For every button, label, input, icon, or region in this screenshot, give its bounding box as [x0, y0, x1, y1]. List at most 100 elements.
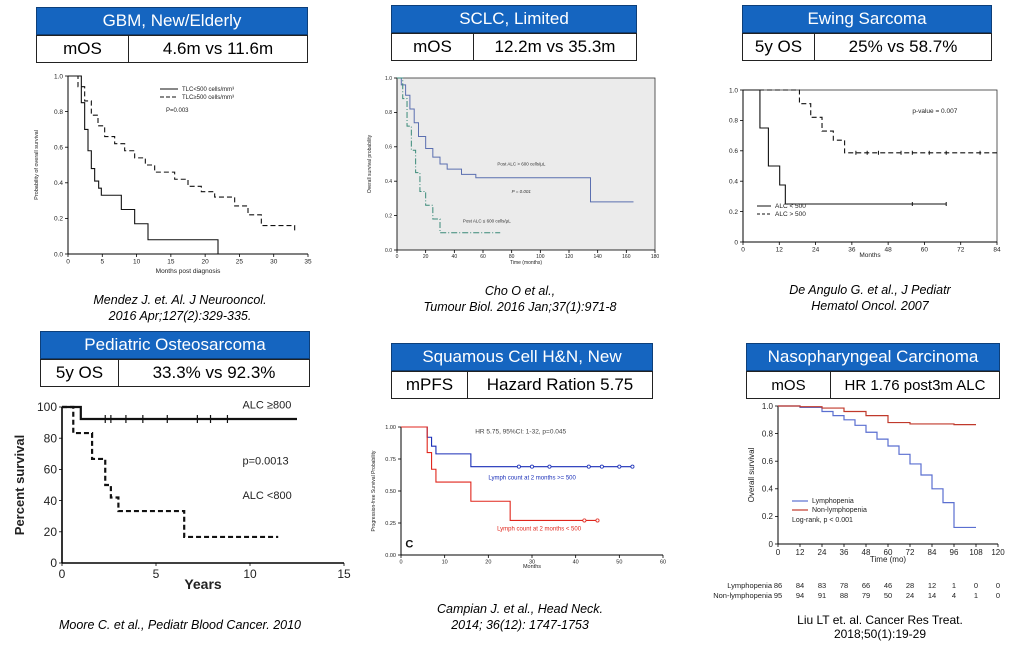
risk-cell: 79	[862, 591, 870, 600]
x-tick-label: 50	[616, 560, 622, 566]
km-chart-hn: 0 10 20 30 40 50 60 0.00 0.25 0.50 0.75 1.00 Months P…	[371, 425, 666, 570]
series-annotation: ALC <800	[242, 490, 291, 502]
risk-cell: 50	[884, 591, 892, 600]
legend-label: ALC < 500	[775, 203, 806, 210]
risk-cell: 1	[952, 581, 956, 590]
x-axis-label: Time (months)	[510, 260, 542, 266]
risk-cell: 86	[774, 581, 782, 590]
citation-line: 2016 Apr;127(2):329-335.	[108, 309, 252, 323]
series-line-2	[401, 426, 598, 521]
y-tick-label: 1.0	[729, 87, 738, 94]
risk-cell: 24	[906, 591, 914, 600]
series-annotation: Lymph count at 2 months < 500	[497, 527, 582, 533]
citation: Mendez J. et. Al. J Neurooncol. 2016 Apr…	[30, 292, 330, 324]
series-line-2	[62, 405, 279, 539]
series-line-2	[778, 405, 976, 426]
x-tick-label: 84	[993, 247, 1001, 254]
metric-label: mOS	[747, 372, 831, 398]
risk-cell: 84	[796, 581, 804, 590]
y-tick-label: 0	[769, 540, 774, 549]
x-tick-label: 120	[565, 254, 574, 260]
x-tick-label: 15	[337, 567, 351, 581]
p-value-annotation: p-value = 0.007	[912, 108, 957, 115]
citation-line: 2014; 36(12): 1747-1753	[451, 618, 589, 632]
x-tick-label: 40	[573, 560, 579, 566]
y-tick-label: 0.8	[762, 429, 774, 438]
series-line-2	[397, 77, 501, 234]
citation-line: De Angulo G. et al., J Pediatr	[789, 283, 951, 297]
x-tick-label: 24	[818, 548, 827, 557]
panel-title: Ewing Sarcoma	[742, 5, 992, 33]
y-tick-label: 0.0	[385, 248, 392, 254]
series-annotation: ALC ≥800	[242, 400, 291, 412]
y-tick-label: 0.50	[385, 489, 396, 495]
series-annotation: Post ALC > 600 cells/µL	[497, 162, 545, 167]
citation-line: Campian J. et al., Head Neck.	[436, 602, 604, 616]
risk-cell: 94	[796, 591, 804, 600]
y-tick-label: 0.2	[54, 216, 63, 223]
y-tick-label: 0.00	[385, 553, 396, 559]
y-tick-label: 0.0	[54, 251, 63, 258]
risk-cell: 88	[840, 591, 848, 600]
risk-row-label: Lymphopenia	[727, 581, 773, 590]
y-tick-label: 0.6	[54, 144, 63, 151]
x-tick-label: 24	[812, 247, 820, 254]
risk-cell: 83	[818, 581, 826, 590]
x-tick-label: 72	[906, 548, 915, 557]
citation-line: Liu LT et. al. Cancer Res Treat.	[797, 613, 963, 627]
x-tick-label: 160	[622, 254, 631, 260]
x-tick-label: 30	[270, 259, 278, 266]
y-tick-label: 1.0	[54, 73, 63, 80]
legend-label: TLC≥500 cells/mm³	[182, 95, 234, 101]
censor-mark	[630, 464, 635, 469]
panel-metric-row: mOS 4.6m vs 11.6m	[36, 35, 308, 63]
y-tick-label: 1.00	[385, 425, 396, 431]
series-line-2	[743, 89, 997, 154]
risk-cell: 0	[974, 581, 978, 590]
series-line-2	[68, 75, 296, 233]
x-tick-label: 35	[304, 259, 312, 266]
y-axis-label: Probability of overall survival	[34, 130, 40, 200]
y-tick-label: 0.2	[729, 209, 738, 216]
y-tick-label: 0.4	[762, 485, 774, 494]
x-tick-label: 84	[928, 548, 937, 557]
y-tick-label: 1.0	[762, 402, 774, 411]
y-tick-label: 0.4	[54, 180, 63, 187]
x-tick-label: 5	[153, 567, 160, 581]
y-tick-label: 100	[37, 400, 57, 414]
y-tick-label: 0.2	[762, 512, 774, 521]
p-value-annotation: Log-rank, p < 0.001	[792, 517, 853, 524]
panel-metric-row: mOS HR 1.76 post3m ALC	[746, 371, 1000, 399]
p-value-annotation: P=0.003	[166, 108, 189, 114]
censor-mark	[595, 518, 600, 523]
x-tick-label: 72	[957, 247, 965, 254]
km-chart-ewing: 0 12 24 36 48 60 72 84 0 0.2 0.4 0.6 0.8 1.0 Months p-v…	[729, 87, 1001, 259]
y-tick-label: 0.75	[385, 457, 396, 463]
x-tick-label: 25	[236, 259, 244, 266]
series-line-1	[743, 89, 947, 205]
x-tick-label: 10	[133, 259, 141, 266]
series-line-1	[68, 75, 219, 254]
risk-cell: 78	[840, 581, 848, 590]
risk-cell: 4	[952, 591, 956, 600]
censor-mark	[582, 518, 587, 523]
x-tick-label: 20	[202, 259, 210, 266]
censor-mark	[617, 464, 622, 469]
censor-mark	[529, 464, 534, 469]
x-tick-label: 96	[950, 548, 959, 557]
citation-line: Moore C. et al., Pediatr Blood Cancer. 2…	[58, 618, 302, 632]
risk-cell: 0	[996, 591, 1000, 600]
panel-metric-row: 5y OS 33.3% vs 92.3%	[40, 359, 310, 387]
censor-mark	[599, 464, 604, 469]
citation: Liu LT et. al. Cancer Res Treat. 2018;50…	[760, 613, 1000, 641]
y-tick-label: 0.4	[385, 179, 392, 185]
series-line-1	[397, 77, 634, 203]
risk-cell: 14	[928, 591, 936, 600]
y-tick-label: 40	[44, 494, 58, 508]
x-tick-label: 60	[480, 254, 486, 260]
plot-frame	[742, 89, 998, 243]
panel-title: SCLC, Limited	[391, 5, 637, 33]
citation-line: Hematol Oncol. 2007	[811, 299, 929, 313]
citation-line: 2018;50(1):19-29	[833, 627, 927, 641]
y-tick-label: 0.8	[385, 110, 392, 116]
